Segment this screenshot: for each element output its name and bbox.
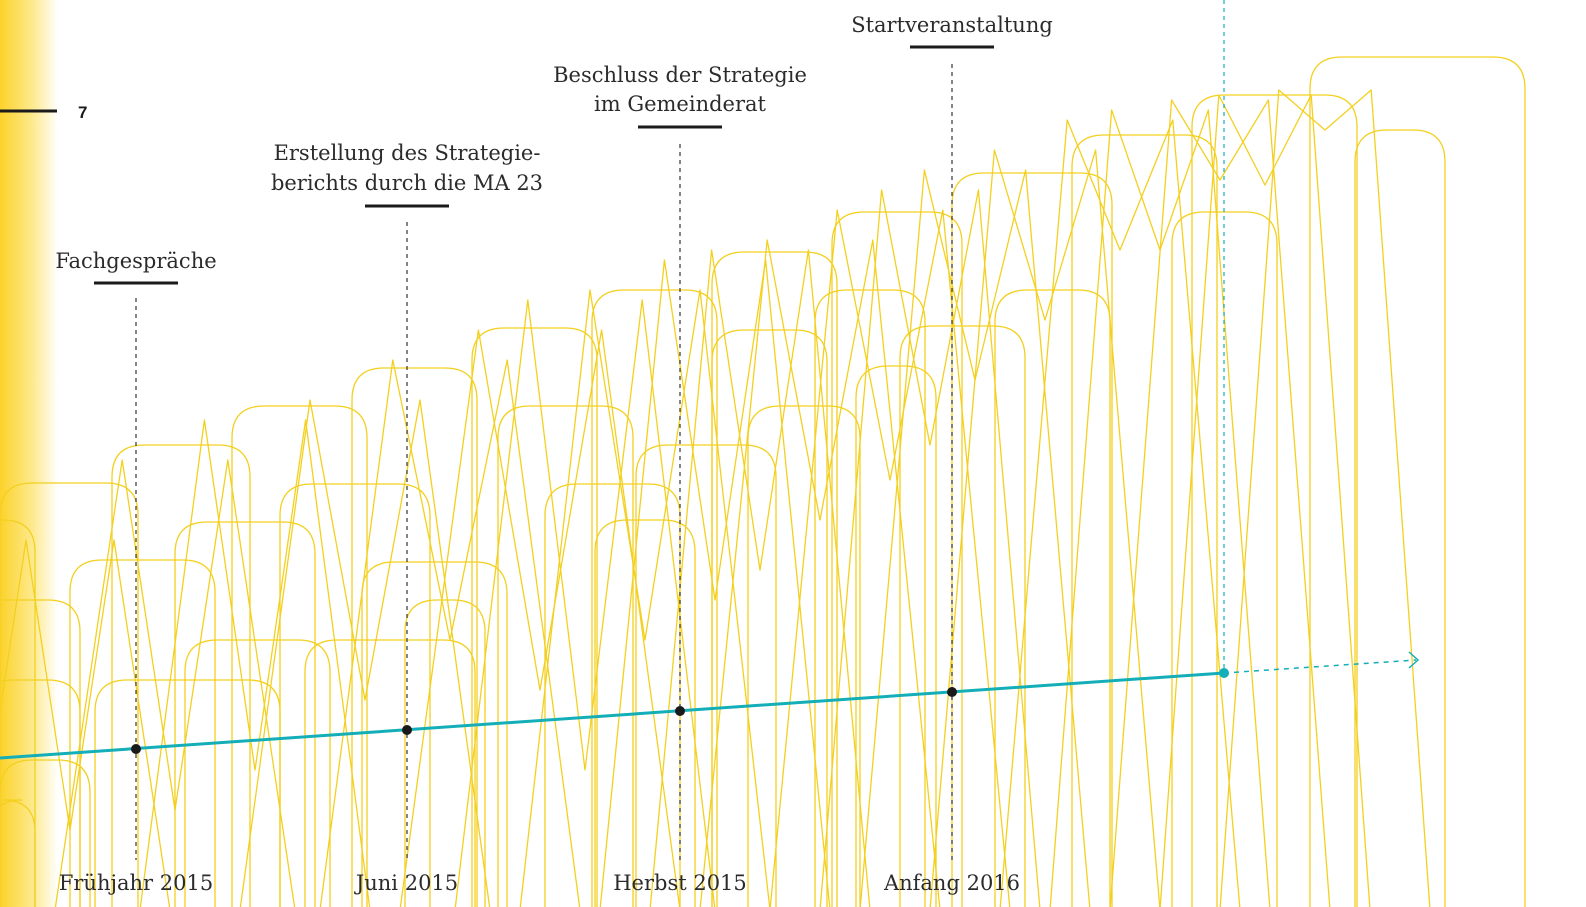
ribbon-arch-10	[184, 639, 331, 907]
ribbon-zig-15	[999, 119, 1241, 907]
milestone-date-erstellung: Juni 2015	[354, 871, 458, 895]
ribbon-arch-8	[111, 444, 251, 907]
ribbon-zig-18	[1159, 94, 1371, 907]
ribbon-zig-1	[54, 459, 296, 907]
ribbon-arch-18	[497, 405, 634, 907]
milestone-title-startveranstaltung: Startveranstaltung	[851, 13, 1053, 37]
milestone-dot-startveranstaltung	[947, 687, 957, 697]
timeline-arrow-icon	[1408, 651, 1420, 669]
ribbon-arch-35	[1309, 56, 1526, 907]
milestone-title-fachgespraeche: Fachgespräche	[55, 249, 216, 273]
ribbon-zig-13	[859, 169, 1091, 907]
ribbon-arch-13	[304, 639, 476, 907]
milestone-title-beschluss-line1: Beschluss der Strategie	[553, 63, 807, 87]
ribbon-arch-4	[0, 799, 36, 907]
ribbon-arch-3	[0, 759, 91, 907]
ribbon-arch-9	[174, 521, 316, 907]
ribbon-arch-2	[0, 679, 81, 907]
ribbon-arch-5	[0, 482, 139, 907]
ribbon-arch-24	[711, 329, 828, 907]
ribbon-arch-30	[951, 172, 1113, 907]
ribbon-arch-17	[471, 327, 598, 907]
ribbon-zig-11	[769, 209, 1011, 907]
milestone-date-startveranstaltung: Anfang 2016	[883, 871, 1020, 895]
ribbon-arch-23	[711, 251, 838, 907]
milestone-title-beschluss-line2: im Gemeinderat	[594, 92, 767, 116]
milestone-title-erstellung-line2: berichts durch die MA 23	[271, 171, 543, 195]
timeline-axis	[0, 671, 1225, 760]
ribbon-arch-34	[1191, 94, 1358, 907]
ribbon-zig-19	[1219, 89, 1431, 907]
milestone-date-beschluss: Herbst 2015	[613, 871, 747, 895]
ribbon-arch-32	[1071, 134, 1218, 907]
ribbon-arch-27	[831, 211, 963, 907]
milestone-dot-beschluss	[675, 706, 685, 716]
ribbon-zig-3	[239, 399, 491, 907]
ribbon-zig-7	[519, 289, 771, 907]
timeline-future	[1223, 659, 1417, 674]
milestone-dot-erstellung	[402, 725, 412, 735]
ribbon-zig-8	[599, 259, 831, 907]
ribbon-arch-19	[544, 483, 681, 907]
milestone-guides	[135, 64, 953, 860]
timeline-end-dot	[1219, 668, 1229, 678]
ribbon-arch-0	[0, 519, 36, 907]
ribbon-arch-12	[279, 483, 431, 907]
ribbon-arch-22	[635, 444, 777, 907]
milestone-underlines	[94, 45, 994, 285]
milestone-dot-fachgespraeche	[131, 744, 141, 754]
ribbon-arch-7	[94, 679, 281, 907]
ribbon-zig-10	[699, 239, 941, 907]
milestone-date-fachgespraeche: Frühjahr 2015	[59, 871, 213, 895]
ribbon-arch-36	[1354, 129, 1446, 907]
ribbon-arch-1	[0, 599, 81, 907]
ribbon-zig-2	[139, 419, 371, 907]
ribbon-arch-31	[994, 289, 1111, 907]
ribbon-arch-25	[747, 405, 861, 907]
ribbon-zig-6	[454, 299, 716, 907]
ribbon-arch-20	[591, 289, 718, 907]
ribbon-zig-12	[819, 189, 1041, 907]
ribbon-arch-21	[594, 519, 696, 907]
ribbon-arch-16	[404, 599, 486, 907]
ribbon-arch-28	[855, 365, 937, 907]
ribbon-zig-16	[1049, 109, 1271, 907]
decorative-ribbon-lines	[0, 56, 1526, 907]
ribbon-zig-14	[929, 149, 1161, 907]
milestone-title-erstellung-line1: Erstellung des Strategie-	[274, 141, 541, 165]
ribbon-zig-17	[1109, 99, 1331, 907]
ribbon-zig-5	[399, 329, 681, 907]
ribbon-zig-4	[319, 359, 581, 907]
ribbon-zig-0	[0, 539, 171, 907]
ribbon-arch-11	[231, 405, 368, 907]
ribbon-arch-6	[69, 559, 216, 907]
ribbon-arch-14	[351, 367, 478, 907]
page-number: 7	[78, 103, 87, 122]
